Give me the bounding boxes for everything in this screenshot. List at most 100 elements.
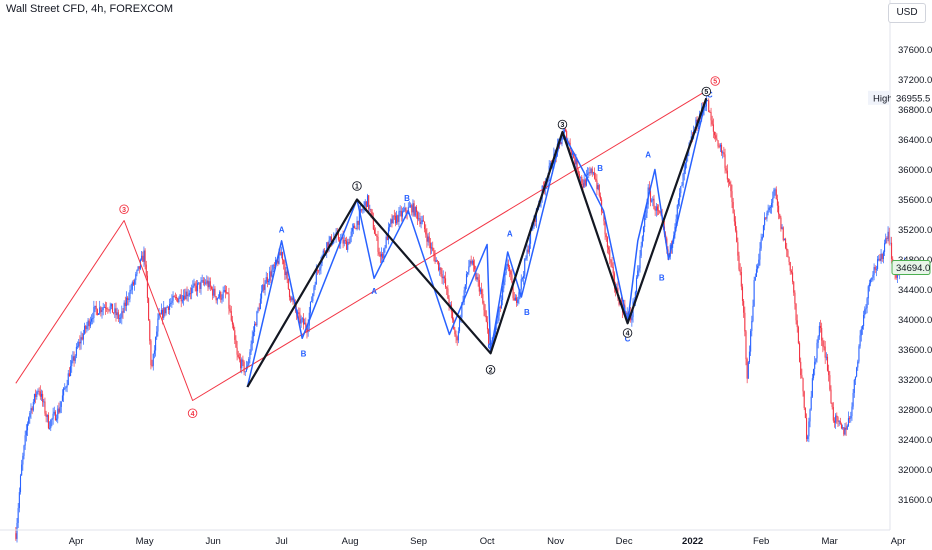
currency-button[interactable]: USD xyxy=(888,3,926,23)
candle-body xyxy=(307,325,309,333)
candle-body xyxy=(799,343,801,362)
candle-body xyxy=(885,238,887,244)
candle-body xyxy=(583,179,585,188)
candle-body xyxy=(602,211,604,214)
candle-body xyxy=(811,378,813,397)
candle-body xyxy=(200,281,202,289)
candle-body xyxy=(837,417,839,422)
y-tick-label: 31600.0 xyxy=(898,495,932,506)
candle-body xyxy=(631,317,633,321)
candle-body xyxy=(513,298,515,301)
y-tick-label: 32000.0 xyxy=(898,465,932,476)
candle-body xyxy=(379,254,381,257)
candle-body xyxy=(194,283,196,286)
candle-body xyxy=(391,219,393,223)
candle-body xyxy=(110,303,112,307)
x-tick-label: Dec xyxy=(616,536,633,547)
candle-body xyxy=(255,323,257,326)
candle-body xyxy=(384,247,386,249)
candle-body xyxy=(867,286,869,299)
candle-body xyxy=(810,396,812,410)
candle-body xyxy=(299,314,301,324)
candle-body xyxy=(890,242,893,259)
candle-body xyxy=(277,260,279,264)
candle-body xyxy=(386,236,388,240)
candle-body xyxy=(179,294,181,299)
candle-body xyxy=(599,195,601,200)
candle-body xyxy=(646,204,648,214)
candle-body xyxy=(792,272,794,282)
candle-body xyxy=(169,304,171,310)
candle-body xyxy=(737,242,739,256)
time-axis[interactable]: Apr May Jun Jul Aug Sep Oct Nov Dec 2022 Feb Mar Apr xyxy=(69,536,906,547)
candle-body xyxy=(248,359,250,366)
candle-body xyxy=(584,179,586,186)
candle-body xyxy=(271,269,273,277)
candle-body xyxy=(75,346,77,356)
candle-body xyxy=(427,236,429,242)
candle-body xyxy=(326,242,328,252)
candle-body xyxy=(858,346,860,362)
candle-body xyxy=(431,247,433,249)
candle-body xyxy=(123,302,125,313)
candle-body xyxy=(801,375,803,379)
candle-body xyxy=(85,326,87,330)
candle-body xyxy=(482,294,484,304)
candle-body xyxy=(823,346,825,348)
candle-body xyxy=(347,242,349,250)
x-tick-label: Mar xyxy=(821,536,837,547)
candle-body xyxy=(571,152,574,155)
candle-body xyxy=(279,252,281,256)
candle-body xyxy=(96,309,98,315)
candle-body xyxy=(231,320,233,325)
candle-body xyxy=(653,198,655,209)
last-price-value: 34694.0 xyxy=(896,263,930,274)
candle-body xyxy=(573,152,575,158)
y-tick-label: 36000.0 xyxy=(898,165,932,176)
candle-body xyxy=(850,416,852,419)
wave-label: A xyxy=(507,229,513,238)
candle-body xyxy=(474,265,476,270)
candle-body xyxy=(108,309,110,311)
candle-body xyxy=(339,239,341,244)
candle-body xyxy=(351,228,353,232)
y-tick-label: 37600.0 xyxy=(898,45,932,56)
candle-body xyxy=(752,305,754,321)
candle-body xyxy=(681,185,683,187)
y-tick-label: 34400.0 xyxy=(898,285,932,296)
candle-body xyxy=(821,327,823,341)
candle-body xyxy=(496,322,498,324)
candle-body xyxy=(877,259,879,269)
wave-label-circle xyxy=(119,204,129,214)
candle-body xyxy=(376,235,378,237)
candle-body xyxy=(322,250,324,256)
candle-body xyxy=(740,272,742,287)
candle-body xyxy=(240,359,242,369)
candle-body xyxy=(353,225,355,229)
candle-body xyxy=(400,210,402,217)
red-wave-count: 3 4 5 xyxy=(15,76,720,419)
candle-body xyxy=(152,353,154,366)
price-axis[interactable]: 31600.0 32000.0 32400.0 32800.0 33200.0 33600… xyxy=(898,45,932,506)
candle-body xyxy=(371,212,373,217)
candle-body xyxy=(734,221,737,231)
candle-body xyxy=(227,292,229,294)
candle-body xyxy=(19,475,22,493)
candle-body xyxy=(812,368,815,379)
candle-body xyxy=(252,331,254,337)
candle-body xyxy=(364,201,366,206)
wave-label: 1 xyxy=(355,184,359,191)
candle-body xyxy=(300,319,302,324)
candle-body xyxy=(146,275,148,299)
candle-body xyxy=(256,311,258,326)
candle-body xyxy=(802,378,804,392)
candle-body xyxy=(530,230,532,244)
candle-body xyxy=(731,191,733,203)
wave-label: B xyxy=(659,274,665,283)
candle-body xyxy=(505,265,507,274)
candle-body xyxy=(118,318,121,320)
candle-body xyxy=(759,248,761,260)
y-tick-label: 36800.0 xyxy=(898,105,932,116)
candle-body xyxy=(469,260,471,267)
